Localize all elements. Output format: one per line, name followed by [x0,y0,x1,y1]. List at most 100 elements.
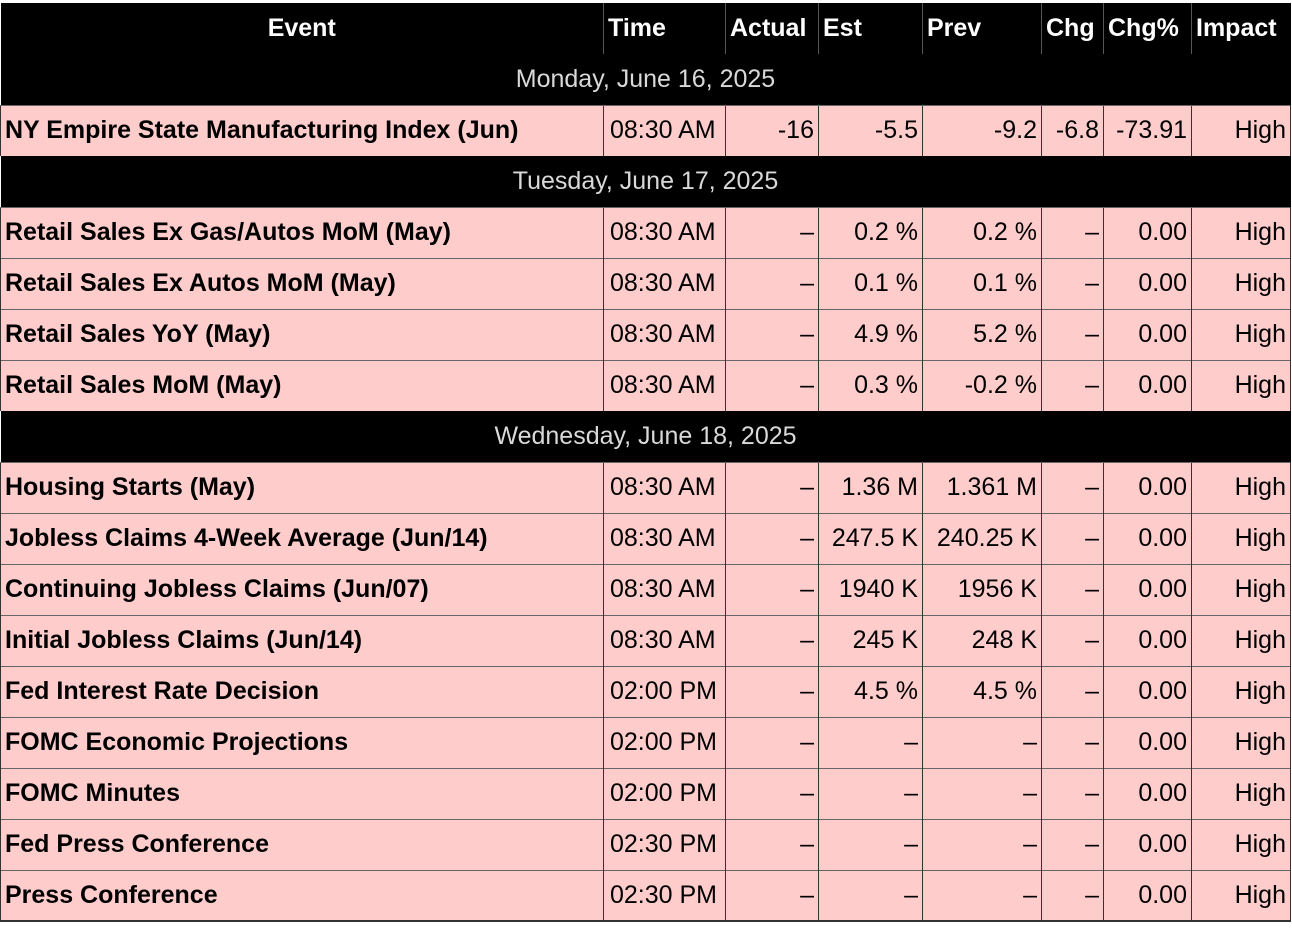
header-row: Event Time Actual Est Prev Chg Chg% Impa… [0,3,1291,54]
cell-impact: High [1191,614,1291,666]
cell-est: 1940 K [818,563,923,615]
cell-prev: 0.1 % [922,257,1042,309]
cell-est: – [818,716,923,768]
column-header-prev[interactable]: Prev [922,3,1042,54]
cell-chg: – [1041,818,1104,870]
column-header-chg[interactable]: Chg [1041,3,1104,54]
cell-prev: 1956 K [922,563,1042,615]
cell-prev: -9.2 [922,104,1042,156]
cell-est: 1.36 M [818,461,923,513]
cell-prev: 4.5 % [922,665,1042,717]
cell-time: 02:30 PM [603,869,726,922]
cell-event: FOMC Minutes [0,767,604,819]
cell-actual: – [725,308,819,360]
cell-chg-pct: 0.00 [1103,206,1192,258]
cell-chg: – [1041,512,1104,564]
event-row[interactable]: Retail Sales MoM (May) 08:30 AM –0.3 % -0.2… [0,359,1291,411]
cell-impact: High [1191,308,1291,360]
cell-time: 08:30 AM [603,359,726,411]
cell-time: 02:30 PM [603,818,726,870]
cell-event: NY Empire State Manufacturing Index (Jun… [0,104,604,156]
event-row[interactable]: Jobless Claims 4-Week Average (Jun/14) 08… [0,512,1291,564]
cell-chg: – [1041,308,1104,360]
cell-chg: – [1041,614,1104,666]
cell-est: 0.2 % [818,206,923,258]
cell-time: 02:00 PM [603,665,726,717]
column-header-event[interactable]: Event [0,3,604,54]
column-header-est[interactable]: Est [818,3,923,54]
cell-time: 08:30 AM [603,461,726,513]
cell-event: Retail Sales Ex Autos MoM (May) [0,257,604,309]
cell-actual: – [725,512,819,564]
cell-event: Housing Starts (May) [0,461,604,513]
cell-chg: – [1041,461,1104,513]
column-header-impact[interactable]: Impact [1191,3,1291,54]
cell-actual: – [725,257,819,309]
cell-chg-pct: 0.00 [1103,818,1192,870]
cell-chg: – [1041,869,1104,922]
cell-prev: – [922,716,1042,768]
cell-time: 08:30 AM [603,104,726,156]
cell-actual: – [725,767,819,819]
cell-est: – [818,869,923,922]
event-row[interactable]: Continuing Jobless Claims (Jun/07) 08:30 … [0,563,1291,615]
cell-event: Fed Interest Rate Decision [0,665,604,717]
day-date-label: Tuesday, June 17, 2025 [0,156,1291,207]
cell-impact: High [1191,869,1291,922]
event-row[interactable]: FOMC Minutes 02:00 PM – – – –0.00 High [0,767,1291,819]
cell-chg: – [1041,206,1104,258]
cell-time: 02:00 PM [603,716,726,768]
event-row[interactable]: NY Empire State Manufacturing Index (Jun… [0,104,1291,156]
event-row[interactable]: FOMC Economic Projections 02:00 PM – – – –0.0… [0,716,1291,768]
cell-time: 08:30 AM [603,308,726,360]
cell-chg: – [1041,359,1104,411]
cell-prev: 240.25 K [922,512,1042,564]
cell-event: Retail Sales Ex Gas/Autos MoM (May) [0,206,604,258]
cell-est: 0.1 % [818,257,923,309]
cell-actual: -16 [725,104,819,156]
table-header: Event Time Actual Est Prev Chg Chg% Impa… [0,3,1291,54]
event-row[interactable]: Press Conference 02:30 PM – – – –0.00 High [0,869,1291,922]
cell-actual: – [725,359,819,411]
cell-event: Retail Sales MoM (May) [0,359,604,411]
cell-chg-pct: 0.00 [1103,614,1192,666]
event-row[interactable]: Retail Sales YoY (May) 08:30 AM –4.9 % 5.2 … [0,308,1291,360]
cell-est: – [818,767,923,819]
event-row[interactable]: Initial Jobless Claims (Jun/14) 08:30 AM –… [0,614,1291,666]
column-header-chg-pct[interactable]: Chg% [1103,3,1192,54]
cell-impact: High [1191,818,1291,870]
column-header-time[interactable]: Time [603,3,726,54]
cell-chg: – [1041,716,1104,768]
cell-chg: – [1041,563,1104,615]
cell-chg-pct: 0.00 [1103,257,1192,309]
event-row[interactable]: Retail Sales Ex Gas/Autos MoM (May) 08:30… [0,206,1291,258]
cell-chg-pct: 0.00 [1103,716,1192,768]
cell-event: Continuing Jobless Claims (Jun/07) [0,563,604,615]
event-row[interactable]: Housing Starts (May) 08:30 AM – 1.36 M 1.361… [0,461,1291,513]
cell-time: 02:00 PM [603,767,726,819]
cell-prev: 1.361 M [922,461,1042,513]
cell-time: 08:30 AM [603,563,726,615]
cell-chg-pct: 0.00 [1103,512,1192,564]
cell-impact: High [1191,512,1291,564]
cell-event: Initial Jobless Claims (Jun/14) [0,614,604,666]
event-row[interactable]: Retail Sales Ex Autos MoM (May) 08:30 AM –… [0,257,1291,309]
cell-impact: High [1191,461,1291,513]
cell-chg-pct: 0.00 [1103,461,1192,513]
cell-time: 08:30 AM [603,614,726,666]
cell-prev: – [922,767,1042,819]
event-row[interactable]: Fed Interest Rate Decision 02:00 PM –4.5 %… [0,665,1291,717]
cell-impact: High [1191,359,1291,411]
cell-impact: High [1191,257,1291,309]
event-row[interactable]: Fed Press Conference 02:30 PM – – – –0.00 High [0,818,1291,870]
cell-chg-pct: 0.00 [1103,563,1192,615]
economic-calendar-table: Event Time Actual Est Prev Chg Chg% Impa… [0,3,1291,922]
column-header-actual[interactable]: Actual [725,3,819,54]
cell-actual: – [725,665,819,717]
cell-est: 4.5 % [818,665,923,717]
cell-impact: High [1191,206,1291,258]
cell-event: Jobless Claims 4-Week Average (Jun/14) [0,512,604,564]
cell-event: Retail Sales YoY (May) [0,308,604,360]
cell-actual: – [725,614,819,666]
cell-actual: – [725,563,819,615]
